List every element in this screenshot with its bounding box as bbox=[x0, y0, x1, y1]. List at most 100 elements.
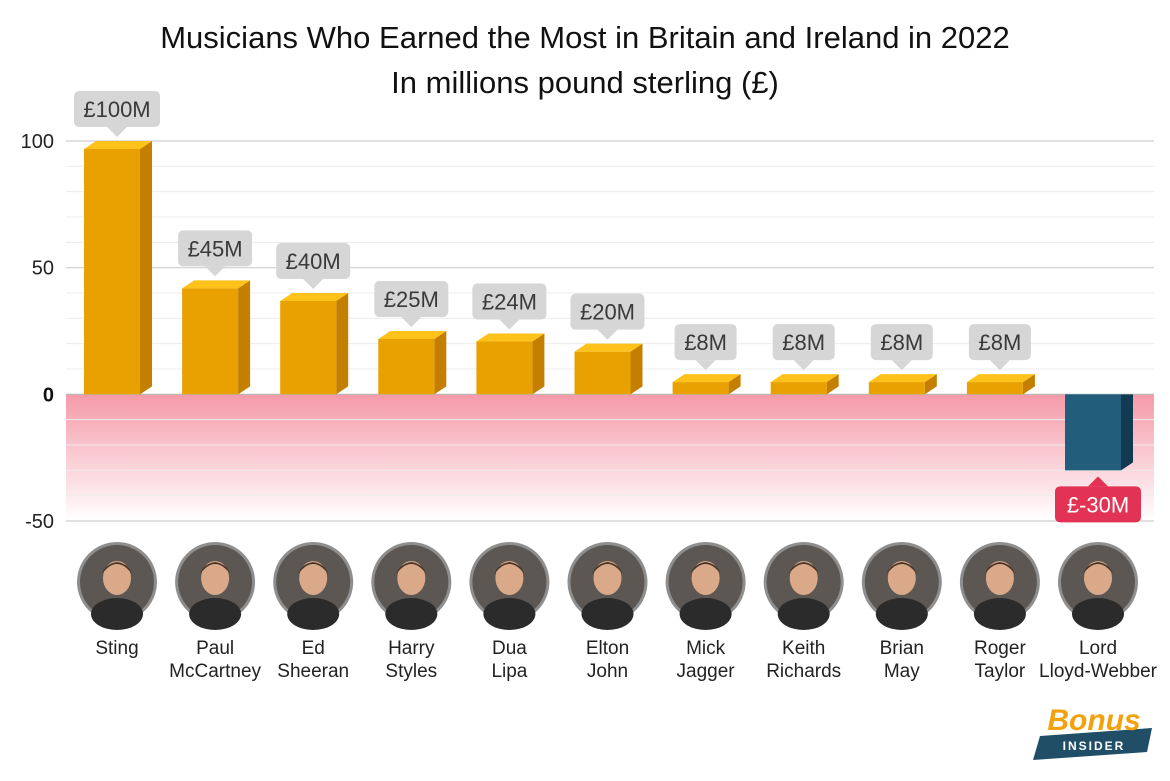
avatar-hair bbox=[298, 562, 329, 574]
logo-tagline: INSIDER bbox=[1063, 739, 1126, 753]
bar-3 bbox=[280, 293, 349, 395]
bar-side bbox=[924, 374, 937, 395]
musician-name-line: Sheeran bbox=[277, 661, 349, 682]
musician-photo-2 bbox=[175, 542, 256, 630]
data-label-2: £45M bbox=[178, 230, 253, 277]
avatar-face bbox=[985, 561, 1014, 595]
avatar-face bbox=[299, 561, 328, 595]
avatar-hair bbox=[396, 562, 427, 574]
bar-8 bbox=[770, 374, 839, 395]
bar-top bbox=[84, 141, 152, 149]
data-label-box bbox=[772, 324, 835, 361]
data-label-box bbox=[374, 281, 449, 317]
bar-1 bbox=[84, 141, 152, 395]
avatar-face bbox=[691, 561, 720, 595]
bar-front bbox=[378, 339, 435, 395]
bar-side bbox=[140, 141, 152, 395]
avatar-hair bbox=[886, 562, 917, 574]
data-label-text: £20M bbox=[580, 300, 635, 325]
y-tick-label: 0 bbox=[43, 384, 54, 406]
bar-side bbox=[630, 343, 643, 395]
data-label-4: £25M bbox=[374, 281, 449, 327]
musician-name-line: Ed bbox=[302, 638, 325, 659]
data-label-text: £8M bbox=[880, 330, 923, 355]
data-label-text: £25M bbox=[384, 287, 439, 312]
musician-name-line: Roger bbox=[974, 638, 1026, 659]
avatar-shoulders bbox=[679, 598, 732, 630]
y-tick-label: 50 bbox=[32, 258, 54, 280]
y-tick-label: 100 bbox=[21, 131, 54, 153]
data-label-11: £-30M bbox=[1055, 476, 1141, 523]
musician-name-line: May bbox=[884, 661, 920, 682]
musician-photo-9 bbox=[861, 542, 942, 630]
data-label-text: £100M bbox=[83, 97, 150, 122]
data-label-text: £24M bbox=[482, 290, 537, 315]
avatar-shoulders bbox=[287, 598, 340, 630]
musician-name-line: Harry bbox=[388, 638, 435, 659]
avatar-hair bbox=[200, 562, 231, 574]
data-label-box bbox=[74, 91, 160, 127]
musician-name-line: Styles bbox=[385, 661, 437, 682]
bar-top bbox=[280, 293, 349, 301]
data-label-box bbox=[968, 324, 1031, 361]
data-label-5: £24M bbox=[472, 283, 547, 330]
musician-name-line: Richards bbox=[766, 661, 841, 682]
avatar-shoulders bbox=[777, 598, 830, 630]
musician-name-line: John bbox=[587, 661, 628, 682]
musician-name-line: Mick bbox=[686, 638, 726, 659]
musician-name-line: Dua bbox=[492, 638, 527, 659]
data-label-box bbox=[472, 283, 547, 320]
musician-photo-8 bbox=[763, 542, 844, 630]
avatar-hair bbox=[592, 562, 623, 574]
bar-top bbox=[672, 374, 741, 383]
data-label-box bbox=[674, 324, 737, 361]
musician-photo-7 bbox=[665, 542, 746, 630]
avatar-shoulders bbox=[483, 598, 536, 630]
data-label-pointer bbox=[303, 279, 324, 289]
avatar-face bbox=[201, 561, 230, 595]
bar-side bbox=[238, 280, 251, 395]
musician-name-line: McCartney bbox=[169, 661, 261, 682]
musician-name-line: Lipa bbox=[491, 661, 527, 682]
bar-front bbox=[574, 351, 631, 395]
bar-top bbox=[966, 374, 1035, 383]
musician-photo-6 bbox=[567, 542, 648, 630]
bar-front bbox=[476, 341, 533, 395]
avatar-shoulders bbox=[875, 598, 928, 630]
data-label-box bbox=[276, 243, 351, 279]
avatar-hair bbox=[1083, 562, 1113, 574]
data-label-pointer bbox=[891, 360, 912, 371]
data-label-pointer bbox=[695, 360, 716, 371]
bar-top bbox=[574, 343, 643, 352]
avatar-shoulders bbox=[385, 598, 438, 630]
bar-front bbox=[280, 301, 337, 395]
bar-front bbox=[182, 288, 239, 395]
data-label-text: £45M bbox=[188, 236, 243, 261]
data-label-pointer bbox=[499, 319, 520, 330]
avatar-shoulders bbox=[189, 598, 242, 630]
data-label-box bbox=[870, 324, 933, 361]
avatar-hair bbox=[494, 562, 525, 574]
bar-10 bbox=[966, 374, 1035, 395]
data-label-6: £20M bbox=[570, 293, 645, 340]
data-label-9: £8M bbox=[870, 324, 933, 371]
bar-9 bbox=[868, 374, 937, 395]
data-label-3: £40M bbox=[276, 243, 351, 289]
avatar-shoulders bbox=[973, 598, 1026, 630]
data-label-pointer bbox=[1088, 476, 1108, 487]
avatar-shoulders bbox=[91, 598, 143, 630]
data-label-pointer bbox=[597, 329, 618, 340]
data-label-text: £-30M bbox=[1067, 492, 1129, 517]
y-tick-label: -50 bbox=[25, 511, 54, 533]
avatar-face bbox=[887, 561, 916, 595]
bar-side bbox=[1022, 374, 1035, 395]
avatar-face bbox=[1084, 561, 1112, 595]
avatar-hair bbox=[102, 562, 132, 574]
musician-name-line: Lloyd-Webber bbox=[1039, 661, 1158, 682]
data-label-text: £8M bbox=[684, 330, 727, 355]
musician-name-line: Lord bbox=[1079, 638, 1117, 659]
data-label-text: £8M bbox=[979, 330, 1022, 355]
musician-name-line: Keith bbox=[782, 638, 825, 659]
bar-7 bbox=[672, 374, 741, 395]
